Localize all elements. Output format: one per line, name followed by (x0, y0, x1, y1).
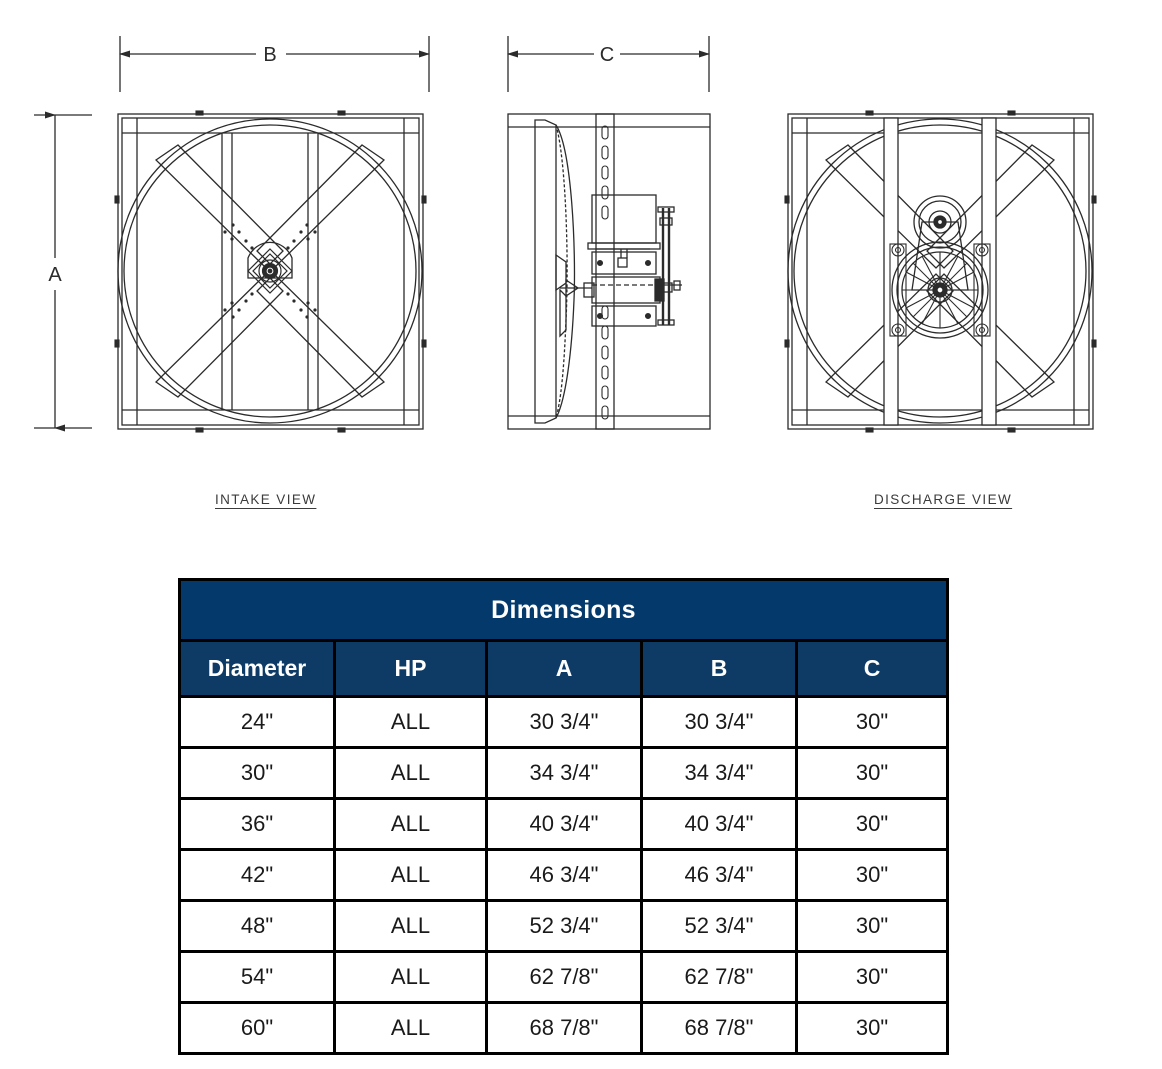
cell-diameter: 54" (178, 950, 336, 1004)
fan-hub (247, 248, 293, 294)
table-row: 42" ALL 46 3/4" 46 3/4" 30" (178, 848, 950, 902)
cell-b: 30 3/4" (640, 695, 798, 749)
table-row: 54" ALL 62 7/8" 62 7/8" 30" (178, 950, 950, 1004)
cell-diameter: 48" (178, 899, 336, 953)
cell-diameter: 36" (178, 797, 336, 851)
cell-a: 46 3/4" (485, 848, 643, 902)
cell-hp: ALL (333, 1001, 488, 1055)
table-row: 30" ALL 34 3/4" 34 3/4" 30" (178, 746, 950, 800)
discharge-blades (824, 144, 1056, 398)
cell-hp: ALL (333, 695, 488, 749)
fan-blades (154, 144, 386, 398)
cell-b: 68 7/8" (640, 1001, 798, 1055)
cell-c: 30" (794, 848, 950, 902)
table-row: 60" ALL 68 7/8" 68 7/8" 30" (178, 1001, 950, 1055)
dimension-label-b: B (263, 44, 276, 66)
table-title: Dimensions (177, 578, 950, 642)
table-title-row: Dimensions (177, 578, 950, 642)
table-row: 36" ALL 40 3/4" 40 3/4" 30" (178, 797, 950, 851)
discharge-view (784, 110, 1097, 433)
cell-diameter: 60" (178, 1001, 336, 1055)
blade-rivets (223, 223, 317, 319)
cell-a: 62 7/8" (485, 950, 643, 1004)
dimension-label-a: A (48, 264, 62, 286)
table-row: 24" ALL 30 3/4" 30 3/4" 30" (178, 695, 950, 749)
column-header-c: C (794, 639, 950, 698)
cell-b: 52 3/4" (640, 899, 798, 953)
fan-drawing-svg: B C A (34, 36, 1097, 433)
dimension-c (507, 36, 710, 92)
cell-diameter: 42" (178, 848, 336, 902)
cell-hp: ALL (333, 848, 488, 902)
cell-hp: ALL (333, 797, 488, 851)
discharge-view-caption: DISCHARGE VIEW (874, 492, 1013, 507)
cell-c: 30" (794, 950, 950, 1004)
cell-b: 40 3/4" (640, 797, 798, 851)
cell-a: 40 3/4" (485, 797, 643, 851)
cell-diameter: 24" (178, 695, 336, 749)
side-view (507, 113, 711, 430)
cell-b: 46 3/4" (640, 848, 798, 902)
cell-a: 30 3/4" (485, 695, 643, 749)
dimension-a (34, 111, 92, 432)
column-header-b: B (640, 639, 798, 698)
dimensions-table: Dimensions Diameter HP A B C 24" ALL 30 … (177, 578, 950, 1055)
technical-drawing: B C A INTAKE VIEW DISCHARGE VIEW (34, 36, 1097, 507)
cell-b: 62 7/8" (640, 950, 798, 1004)
cell-c: 30" (794, 797, 950, 851)
belt-drive-side (657, 206, 682, 326)
cell-c: 30" (794, 1001, 950, 1055)
column-header-hp: HP (333, 639, 488, 698)
table-header-row: Diameter HP A B C (178, 639, 950, 698)
intake-view-caption: INTAKE VIEW (215, 492, 317, 507)
intake-view (114, 110, 427, 433)
cell-hp: ALL (333, 950, 488, 1004)
dimension-b (119, 36, 430, 92)
cell-c: 30" (794, 746, 950, 800)
cell-c: 30" (794, 899, 950, 953)
dimension-label-c: C (600, 44, 614, 66)
table-row: 48" ALL 52 3/4" 52 3/4" 30" (178, 899, 950, 953)
cell-a: 34 3/4" (485, 746, 643, 800)
cell-c: 30" (794, 695, 950, 749)
column-header-diameter: Diameter (178, 639, 336, 698)
cell-hp: ALL (333, 899, 488, 953)
belt-drive-discharge (889, 195, 991, 339)
cell-hp: ALL (333, 746, 488, 800)
cell-a: 52 3/4" (485, 899, 643, 953)
cell-diameter: 30" (178, 746, 336, 800)
cell-a: 68 7/8" (485, 1001, 643, 1055)
column-header-a: A (485, 639, 643, 698)
cell-b: 34 3/4" (640, 746, 798, 800)
